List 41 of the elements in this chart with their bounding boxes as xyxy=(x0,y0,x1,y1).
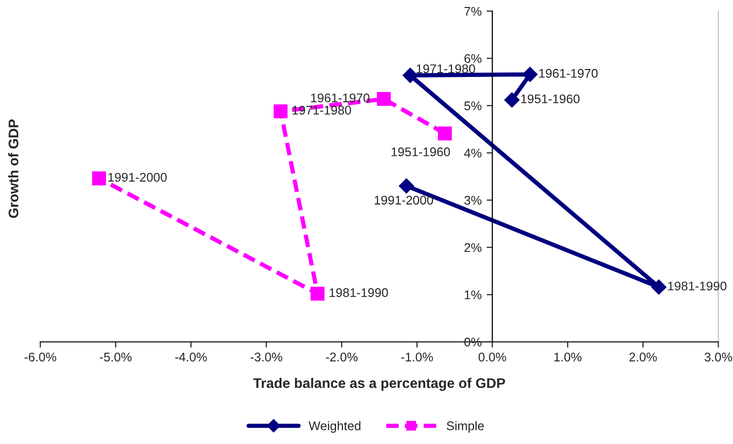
point xyxy=(522,66,538,82)
x-tick-label: -4.0% xyxy=(175,352,207,362)
data-label: 1991-2000 xyxy=(108,172,167,182)
point xyxy=(274,104,288,118)
x-tick-label: -6.0% xyxy=(24,352,56,362)
x-tick-label: 1.0% xyxy=(554,352,582,362)
x-tick-label: 0.0% xyxy=(478,352,506,362)
point xyxy=(402,68,418,84)
y-tick-label: 4% xyxy=(464,148,482,158)
point xyxy=(650,279,667,295)
legend-label: Weighted xyxy=(308,421,360,433)
y-axis-title: Growth of GDP xyxy=(8,119,18,218)
point xyxy=(92,171,106,186)
x-axis-title: Trade balance as a percentage of GDP xyxy=(253,378,506,391)
x-tick-label: -2.0% xyxy=(326,352,358,362)
point xyxy=(376,92,391,106)
x-tick-label: -3.0% xyxy=(250,352,282,362)
point xyxy=(504,92,520,108)
y-tick-label: 1% xyxy=(464,290,482,300)
data-label: 1991-2000 xyxy=(374,196,434,205)
legend-label: Simple xyxy=(446,421,484,433)
x-tick-label: 3.0% xyxy=(704,352,732,362)
data-label: 1971-1980 xyxy=(416,64,476,74)
y-tick-label: 7% xyxy=(464,6,482,16)
point xyxy=(398,178,414,194)
point xyxy=(438,126,452,140)
data-label: 1951-1960 xyxy=(521,94,580,104)
x-tick-label: -5.0% xyxy=(100,352,132,362)
data-label: 1971-1980 xyxy=(292,106,352,115)
y-tick-label: 2% xyxy=(464,243,482,252)
data-label: 1981-1990 xyxy=(330,288,388,298)
data-label: 1951-1960 xyxy=(392,147,450,156)
y-tick-label: 3% xyxy=(464,196,482,205)
x-tick-label: -1.0% xyxy=(401,352,433,362)
data-label: 1961-1970 xyxy=(311,93,370,102)
data-label: 1961-1970 xyxy=(539,68,598,78)
point xyxy=(310,286,324,301)
y-tick-label: 5% xyxy=(464,101,482,110)
x-tick-label: 2.0% xyxy=(629,352,657,362)
y-tick-label: 6% xyxy=(464,54,482,64)
data-label: 1981-1990 xyxy=(668,282,726,290)
